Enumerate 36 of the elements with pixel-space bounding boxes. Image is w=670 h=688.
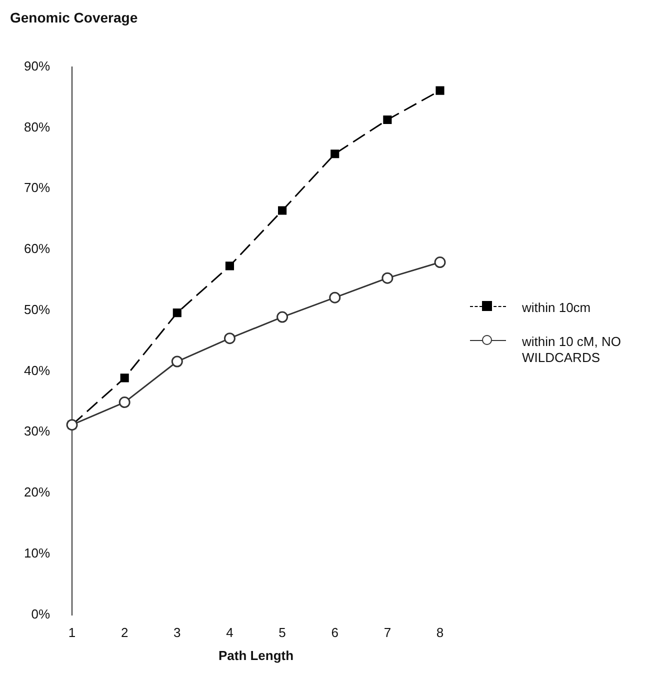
point <box>383 115 392 124</box>
x-tick-label: 3 <box>174 625 181 640</box>
point <box>436 86 444 95</box>
y-tick-label: 20% <box>24 484 50 500</box>
y-tick-label: 40% <box>24 362 50 378</box>
y-tick-label: 60% <box>24 241 50 256</box>
y-tick-label: 70% <box>24 180 50 196</box>
x-tick-label: 6 <box>331 625 338 640</box>
point <box>224 332 236 344</box>
point <box>434 256 446 268</box>
x-axis-title: Path Length <box>218 648 294 663</box>
point <box>329 292 341 304</box>
point <box>172 308 182 318</box>
y-tick-label: 0% <box>31 606 50 622</box>
y-tick-label: 80% <box>24 119 50 134</box>
x-tick-label: 2 <box>120 625 128 640</box>
y-tick-label: 50% <box>24 302 50 317</box>
point <box>330 150 340 158</box>
point <box>225 262 234 270</box>
point <box>278 206 287 215</box>
x-tick-label: 8 <box>436 625 444 640</box>
x-tick-label: 7 <box>384 625 392 640</box>
legend-label: within 10cm <box>522 300 591 316</box>
legend-label: within 10 cM, NO WILDCARDS <box>522 334 622 366</box>
chart-title: Genomic Coverage <box>10 9 138 26</box>
point <box>382 272 394 284</box>
x-tick-label: 1 <box>68 625 76 640</box>
point <box>120 374 129 382</box>
x-tick-label: 5 <box>278 625 286 640</box>
y-tick-label: 30% <box>24 424 50 439</box>
point <box>276 311 288 323</box>
y-tick-label: 90% <box>24 58 50 74</box>
point <box>171 356 183 368</box>
y-tick-label: 10% <box>24 545 50 560</box>
x-tick-label: 4 <box>226 625 234 640</box>
point <box>118 396 130 408</box>
